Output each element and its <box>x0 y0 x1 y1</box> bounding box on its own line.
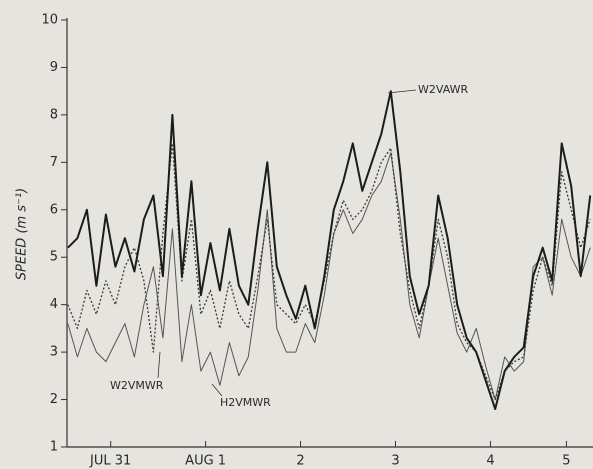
leader-line <box>387 89 417 94</box>
x-tick-label: JUL 31 <box>89 454 131 469</box>
leader-line <box>211 383 223 397</box>
series-annotation: W2VMWR <box>110 379 164 392</box>
y-tick-label: 2 <box>50 392 58 407</box>
y-tick-label: 1 <box>50 440 58 455</box>
y-axis-title: SPEED (m s⁻¹) <box>15 188 30 280</box>
y-tick-label: 6 <box>50 202 58 217</box>
y-tick-label: 3 <box>50 345 58 360</box>
y-tick-label: 5 <box>50 250 58 265</box>
x-tick-label: 2 <box>296 454 304 469</box>
y-tick-label: 9 <box>50 60 58 75</box>
leader-line <box>157 351 161 379</box>
series-line <box>67 90 592 410</box>
x-tick-label: 3 <box>391 454 399 469</box>
y-tick-label: 10 <box>41 13 58 28</box>
y-tick-label: 4 <box>50 297 58 312</box>
y-tick-label: 8 <box>50 107 58 122</box>
x-tick-label: 5 <box>562 454 570 469</box>
series-annotation: W2VAWR <box>418 83 468 96</box>
x-tick-label: AUG 1 <box>185 454 226 469</box>
series-line <box>67 152 591 401</box>
y-tick-label: 7 <box>50 155 58 170</box>
series-annotation: H2VMWR <box>220 396 271 409</box>
x-tick-label: 4 <box>486 454 494 469</box>
